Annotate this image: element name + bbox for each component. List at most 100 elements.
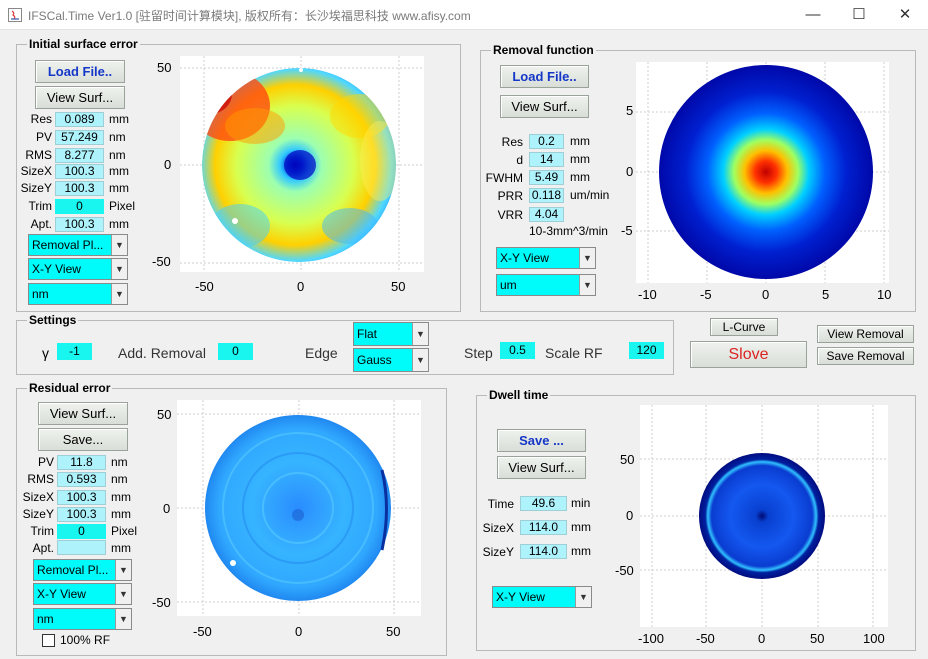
dwell-ytick: 50 [620, 452, 635, 467]
res-field[interactable]: 0.089 [55, 112, 104, 127]
res-apt-label: Apt. [32, 541, 54, 555]
select-value: nm [37, 612, 54, 626]
rf-res-field[interactable]: 0.2 [529, 134, 564, 149]
initial-ytick: 50 [157, 60, 172, 75]
solve-button[interactable]: Slove [690, 341, 807, 368]
select-value: um [500, 278, 517, 292]
save-removal-button[interactable]: Save Removal [817, 347, 914, 365]
res-sizey-field[interactable]: 100.3 [57, 507, 106, 522]
dwell-sizex-label: SizeX [482, 521, 514, 535]
scale-rf-field[interactable]: 120 [629, 342, 664, 359]
res-trim-field[interactable]: 0 [57, 524, 106, 539]
initial-view-select[interactable]: X-Y View ▼ [28, 258, 128, 280]
res-pv-field[interactable]: 11.8 [57, 455, 106, 470]
sizey-unit: mm [109, 181, 129, 195]
rf-vrr-field[interactable]: 4.04 [529, 207, 564, 222]
res-trim-unit: Pixel [111, 524, 138, 538]
rf-prr-label: PRR [497, 189, 523, 203]
select-value: X-Y View [496, 590, 545, 604]
initial-plot-type-select[interactable]: Removal Pl... ▼ [28, 234, 128, 256]
add-removal-field[interactable]: 0 [218, 343, 253, 360]
removal-function-panel: Removal function [480, 43, 916, 312]
dwell-sizey-field[interactable]: 114.0 [520, 544, 567, 559]
chevron-down-icon: ▼ [579, 248, 595, 268]
settings-panel: Settings [16, 313, 674, 375]
removal-xtick: 0 [762, 287, 770, 302]
rf-res-label: Res [501, 135, 523, 149]
rf-fwhm-field[interactable]: 5.49 [529, 170, 564, 185]
pv-field[interactable]: 57.249 [55, 130, 104, 145]
residual-ytick: -50 [152, 595, 171, 610]
dwell-ytick: -50 [615, 563, 634, 578]
removal-load-file-button[interactable]: Load File.. [500, 65, 589, 88]
removal-view-surf-button[interactable]: View Surf... [500, 95, 589, 118]
res-sizex-field[interactable]: 100.3 [57, 490, 106, 505]
removal-function-plot[interactable] [636, 62, 889, 283]
dwell-view-surf-button[interactable]: View Surf... [497, 456, 586, 479]
rf-vrr-unit: 10-3mm^3/min [529, 224, 608, 238]
panel-title: Dwell time [487, 388, 551, 402]
rf-d-field[interactable]: 14 [529, 152, 564, 167]
rf-prr-field[interactable]: 0.118 [529, 188, 564, 203]
residual-error-plot[interactable] [177, 400, 421, 616]
step-field[interactable]: 0.5 [500, 342, 535, 359]
dwell-sizex-field[interactable]: 114.0 [520, 520, 567, 535]
minimize-button[interactable]: — [805, 6, 821, 23]
residual-ytick: 0 [163, 501, 171, 516]
dwell-time-plot[interactable] [640, 405, 888, 627]
view-removal-button[interactable]: View Removal [817, 325, 914, 343]
residual-plot-type-select[interactable]: Removal Pl... ▼ [33, 559, 132, 581]
rf-fwhm-unit: mm [570, 170, 590, 184]
close-button[interactable]: ✕ [898, 6, 912, 23]
select-value: nm [32, 287, 49, 301]
edge-option-flat[interactable]: Flat ▼ [353, 322, 429, 346]
l-curve-button[interactable]: L-Curve [710, 318, 778, 336]
initial-load-file-button[interactable]: Load File.. [35, 60, 125, 83]
removal-ytick: 0 [626, 164, 634, 179]
panel-title: Removal function [491, 43, 596, 57]
res-rms-label: RMS [27, 472, 54, 486]
apt-label: Apt. [30, 217, 52, 231]
edge-option-gauss[interactable]: Gauss ▼ [353, 348, 429, 372]
sizey-field[interactable]: 100.3 [55, 181, 104, 196]
select-value: Removal Pl... [32, 238, 104, 252]
res-apt-unit: mm [111, 541, 131, 555]
chevron-down-icon: ▼ [111, 259, 127, 279]
initial-xtick: 50 [391, 279, 406, 294]
edge-label: Edge [305, 345, 338, 361]
rms-field[interactable]: 8.277 [55, 148, 104, 163]
res-apt-field[interactable] [57, 540, 106, 555]
sizex-unit: mm [109, 164, 129, 178]
initial-view-surf-button[interactable]: View Surf... [35, 86, 125, 109]
pv-unit: nm [109, 130, 126, 144]
option-text: Gauss [357, 353, 392, 367]
maximize-button[interactable]: ☐ [852, 6, 866, 23]
res-rms-field[interactable]: 0.593 [57, 472, 106, 487]
time-field[interactable]: 49.6 [520, 496, 567, 511]
residual-unit-select[interactable]: nm ▼ [33, 608, 132, 630]
full-rf-checkbox[interactable] [42, 634, 55, 647]
step-label: Step [464, 345, 493, 361]
apt-unit: mm [109, 217, 129, 231]
trim-unit: Pixel [109, 199, 136, 213]
gamma-field[interactable]: -1 [57, 343, 92, 360]
window-title: IFSCal.Time Ver1.0 [驻留时间计算模块], 版权所有：长沙埃福… [28, 9, 471, 23]
apt-field[interactable]: 100.3 [55, 217, 104, 232]
residual-save-button[interactable]: Save... [38, 428, 128, 451]
initial-surface-plot[interactable] [180, 56, 424, 272]
residual-view-select[interactable]: X-Y View ▼ [33, 583, 132, 605]
trim-field[interactable]: 0 [55, 199, 104, 214]
removal-ytick: -5 [621, 223, 633, 238]
initial-unit-select[interactable]: nm ▼ [28, 283, 128, 305]
res-sizey-unit: mm [111, 507, 131, 521]
dwell-view-select[interactable]: X-Y View ▼ [492, 586, 592, 608]
chevron-down-icon: ▼ [579, 275, 595, 295]
removal-view-select[interactable]: X-Y View ▼ [496, 247, 596, 269]
residual-view-surf-button[interactable]: View Surf... [38, 402, 128, 425]
dwell-save-button[interactable]: Save ... [497, 429, 586, 452]
dwell-sizey-unit: mm [571, 544, 591, 558]
res-label: Res [30, 112, 52, 126]
removal-unit-select[interactable]: um ▼ [496, 274, 596, 296]
pv-label: PV [35, 130, 52, 144]
sizex-field[interactable]: 100.3 [55, 164, 104, 179]
